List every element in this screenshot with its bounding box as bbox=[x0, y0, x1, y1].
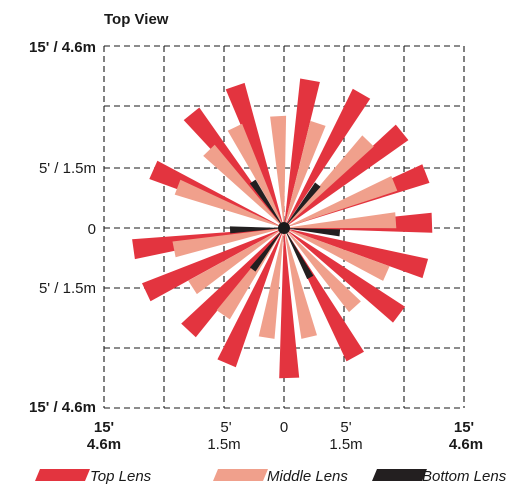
bottom-lens-zone bbox=[249, 179, 284, 228]
middle-lens-zone bbox=[284, 228, 317, 339]
top-lens-zone bbox=[284, 78, 320, 228]
top-lens-zone bbox=[284, 88, 371, 228]
legend-swatch-top bbox=[35, 469, 90, 481]
x-label-left-outer-m: 4.6m bbox=[87, 436, 121, 453]
legend-label-middle: Middle Lens bbox=[267, 468, 348, 485]
middle-lens-zone bbox=[284, 228, 361, 313]
x-label-right-outer-ft: 15' bbox=[454, 419, 474, 436]
x-label-right-mid-ft: 5' bbox=[340, 419, 351, 436]
legend-label-bottom: Bottom Lens bbox=[422, 468, 507, 485]
y-label-zero: 0 bbox=[88, 221, 96, 238]
legend-swatch-bottom bbox=[372, 469, 427, 481]
top-lens-zone bbox=[225, 82, 284, 229]
legend: Top Lens Middle Lens Bottom Lens bbox=[35, 468, 507, 485]
bottom-lens-zone bbox=[249, 228, 284, 272]
x-label-right-mid-m: 1.5m bbox=[329, 436, 362, 453]
legend-label-top: Top Lens bbox=[90, 468, 152, 485]
legend-swatch-middle bbox=[213, 469, 268, 481]
middle-lens-zone bbox=[284, 120, 326, 228]
middle-lens-zone bbox=[188, 228, 284, 295]
bottom-lens-zones bbox=[229, 179, 341, 280]
top-lens-zone bbox=[279, 228, 300, 379]
x-label-right-outer-m: 4.6m bbox=[449, 436, 483, 453]
x-label-left-outer-ft: 15' bbox=[94, 419, 114, 436]
bottom-lens-zone bbox=[284, 228, 341, 237]
top-lens-zone bbox=[284, 228, 405, 323]
x-label-left-mid-m: 1.5m bbox=[207, 436, 240, 453]
top-lens-zone bbox=[142, 228, 284, 302]
top-lens-zone bbox=[149, 160, 284, 228]
x-label-zero: 0 bbox=[280, 419, 288, 436]
y-label-top: 15' / 4.6m bbox=[29, 39, 96, 56]
top-lens-zone bbox=[181, 228, 284, 338]
y-label-lower-mid: 5' / 1.5m bbox=[39, 280, 96, 297]
middle-lens-zone bbox=[284, 135, 374, 228]
y-label-bottom: 15' / 4.6m bbox=[29, 399, 96, 416]
top-lens-zone bbox=[284, 228, 429, 279]
middle-lens-zone bbox=[270, 115, 287, 228]
middle-lens-zone bbox=[203, 144, 284, 228]
middle-lens-zone bbox=[284, 212, 397, 229]
middle-lens-zone bbox=[258, 228, 284, 339]
top-lens-zone bbox=[217, 228, 284, 368]
y-label-upper-mid: 5' / 1.5m bbox=[39, 160, 96, 177]
middle-lens-zone bbox=[284, 228, 390, 281]
bottom-lens-zone bbox=[229, 226, 284, 234]
middle-lens-zone bbox=[227, 123, 284, 228]
bottom-lens-zone bbox=[284, 182, 321, 228]
middle-lens-zone bbox=[172, 228, 284, 258]
middle-lens-zone bbox=[284, 176, 398, 228]
top-lens-zone bbox=[284, 124, 409, 228]
middle-lens-zone bbox=[174, 179, 284, 228]
diagram-title: Top View bbox=[104, 11, 169, 28]
top-lens-zone bbox=[183, 107, 284, 228]
sensor-center bbox=[278, 222, 290, 234]
bottom-lens-zone bbox=[284, 228, 314, 280]
x-label-left-mid-ft: 5' bbox=[220, 419, 231, 436]
